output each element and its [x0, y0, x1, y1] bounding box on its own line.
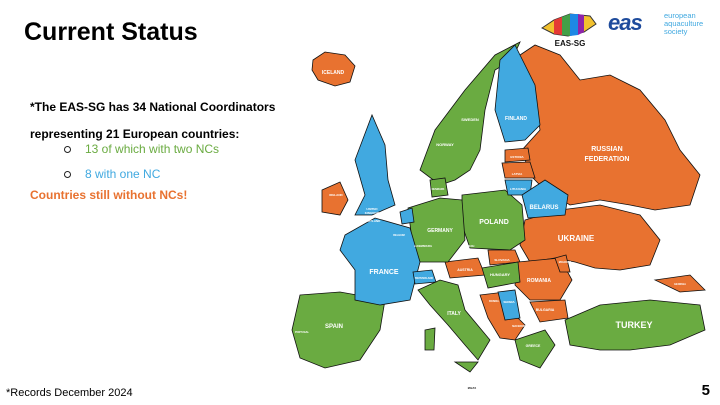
bullet-one-nc: 8 with one NC	[64, 167, 160, 181]
country-latvia	[501, 161, 536, 179]
label-italy: ITALY	[447, 311, 461, 317]
country-hungary	[481, 261, 521, 289]
country-denmark	[429, 177, 449, 198]
label-denmark: DENMARK	[432, 188, 445, 191]
country-bulgaria	[529, 299, 569, 323]
label-germany: GERMANY	[427, 228, 453, 234]
label-croatia: CROATIA	[477, 289, 493, 293]
country-turkey	[564, 299, 706, 351]
page-number: 5	[701, 382, 710, 399]
country-sicily	[453, 361, 479, 373]
country-belarus	[521, 179, 569, 219]
country-moldova	[554, 254, 571, 273]
label-ukraine: UKRAINE	[558, 234, 595, 243]
label-malta: MALTA	[468, 387, 477, 390]
label-estonia: ESTONIA	[510, 155, 524, 159]
label-uk-4: SCOTLAND	[364, 219, 381, 223]
label-romania: ROMANIA	[527, 278, 551, 284]
country-ireland	[321, 181, 349, 216]
label-czech: CZECH	[466, 245, 475, 248]
country-greece	[514, 329, 556, 369]
label-slovakia: SLOVAKIA	[494, 258, 510, 262]
label-macedonia: MACEDONIA	[512, 325, 528, 328]
label-hungary: HUNGARY	[490, 272, 510, 277]
label-russia: RUSSIAN	[591, 146, 623, 153]
eas-logo: eas european aquaculture society	[608, 10, 703, 36]
intro-text: *The EAS-SG has 34 National Coordinators…	[30, 100, 276, 141]
country-estonia	[504, 147, 531, 163]
label-ireland: IRELAND	[329, 193, 343, 197]
label-belarus: BELARUS	[529, 205, 558, 211]
label-finland: FINLAND	[505, 116, 527, 122]
country-netherlands	[399, 207, 415, 225]
eas-sg-logo: EAS-SG	[540, 8, 598, 48]
label-iceland: ICELAND	[322, 70, 345, 76]
country-serbia	[497, 289, 521, 321]
label-spain: SPAIN	[325, 324, 343, 330]
bullet-text: 8 with one NC	[85, 167, 161, 181]
label-latvia: LATVIA	[512, 172, 523, 176]
label-portugal: PORTUGAL	[295, 331, 310, 334]
label-lithuania: LITHUANIA	[510, 187, 527, 191]
bullet-two-ncs: 13 of which with two NCs	[64, 142, 219, 156]
label-russia-2: FEDERATION	[585, 156, 630, 163]
label-belgium: BELGIUM	[393, 234, 405, 237]
page-title: Current Status	[24, 18, 198, 46]
country-switzerland	[412, 269, 437, 285]
label-serbia: SERBIA	[503, 300, 515, 304]
country-sardinia	[424, 327, 436, 351]
circle-bullet-icon	[64, 171, 71, 179]
label-poland: POLAND	[479, 219, 509, 226]
label-france: FRANCE	[369, 269, 398, 276]
country-italy	[417, 279, 491, 361]
label-luxembourg: LUXEMBOURG	[414, 245, 432, 248]
country-uk	[354, 113, 396, 216]
eas-logo-text: european aquaculture society	[664, 11, 704, 36]
label-switzerland: SWITZERLAND	[415, 277, 433, 280]
label-moldova: MOLDOVA	[559, 261, 572, 264]
country-iceland	[311, 51, 356, 87]
circle-bullet-icon	[64, 146, 71, 154]
label-austria: AUSTRIA	[457, 268, 473, 272]
country-finland	[494, 44, 541, 143]
label-bulgaria: BULGARIA	[536, 308, 555, 312]
bullet-text: 13 of which with two NCs	[85, 142, 220, 156]
label-greece: GREECE	[526, 344, 541, 348]
label-uk-2: KINGDOM	[365, 211, 380, 215]
label-slovenia: SLOVENIA	[462, 284, 475, 287]
label-georgia: GEORGIA	[674, 283, 686, 286]
country-norway-sweden	[419, 41, 521, 186]
eas-logo-mark: eas	[608, 10, 643, 35]
eas-sg-logo-text: EAS-SG	[555, 39, 586, 48]
label-czech-2: REPUBLIC	[464, 249, 477, 252]
label-norway: NORWAY	[436, 142, 454, 147]
country-georgia	[653, 274, 706, 293]
warning-text: Countries still without NCs!	[30, 188, 188, 202]
label-turkey: TURKEY	[615, 320, 652, 330]
label-bosnia: BOSNIA	[489, 300, 499, 303]
label-uk-3: /	[372, 215, 373, 219]
country-france	[339, 217, 421, 306]
label-uk: UNITED	[366, 207, 378, 211]
label-sweden: SWEDEN	[461, 117, 479, 122]
footer-note: *Records December 2024	[6, 387, 133, 399]
